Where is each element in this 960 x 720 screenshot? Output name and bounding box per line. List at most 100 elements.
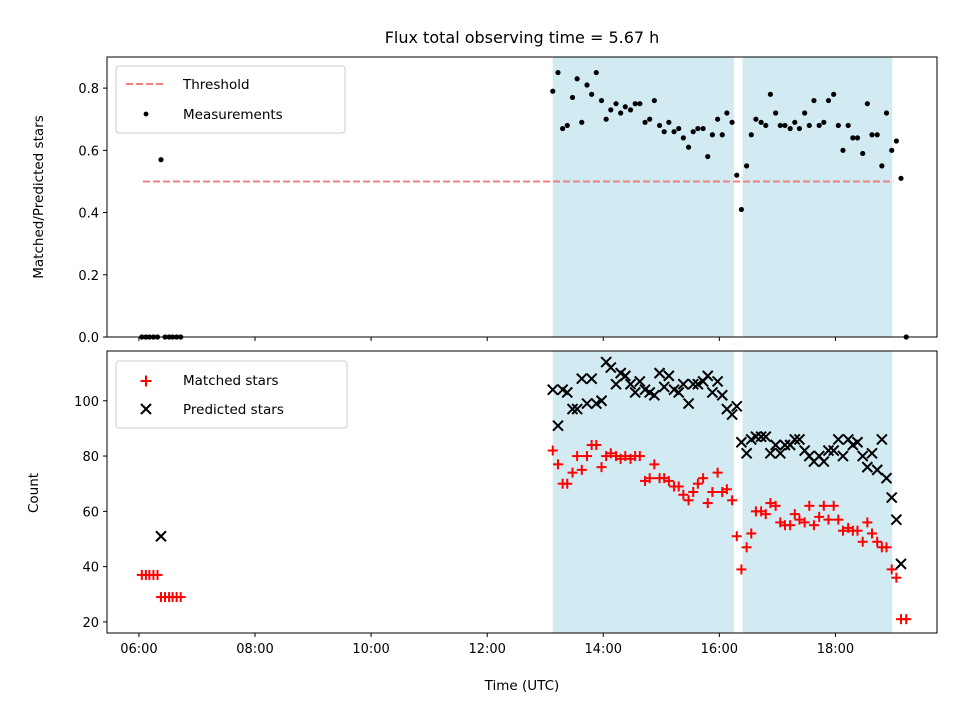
measurement-point bbox=[685, 144, 692, 150]
predicted-stars-point bbox=[731, 400, 743, 413]
legend-matched-swatch bbox=[140, 375, 152, 387]
predicted-stars-series bbox=[155, 356, 907, 570]
matched-stars-point bbox=[891, 572, 902, 583]
matched-stars-point bbox=[605, 448, 616, 459]
y-tick-label: 60 bbox=[82, 505, 99, 520]
legend-measurements-swatch bbox=[143, 111, 149, 117]
measurement-point bbox=[840, 147, 846, 153]
measurement-point bbox=[748, 132, 754, 138]
measurement-point bbox=[777, 122, 783, 129]
y-tick-label: 0.4 bbox=[78, 207, 99, 222]
predicted-stars-point bbox=[822, 444, 835, 457]
x-axis-label: Time (UTC) bbox=[484, 678, 560, 694]
measurement-point bbox=[632, 101, 638, 107]
x-tick-label: 10:00 bbox=[352, 642, 389, 657]
x-tick-label: 14:00 bbox=[585, 642, 622, 657]
predicted-stars-point bbox=[687, 378, 699, 390]
matched-stars-point bbox=[552, 459, 563, 470]
matched-stars-point bbox=[818, 500, 829, 511]
matched-stars-point bbox=[808, 520, 819, 531]
measurement-point bbox=[729, 119, 735, 125]
predicted-stars-point bbox=[571, 403, 583, 415]
predicted-stars-point bbox=[827, 444, 840, 457]
legend-measurements-label: Measurements bbox=[183, 107, 283, 123]
x-tick-label: 06:00 bbox=[120, 642, 157, 657]
matched-stars-point bbox=[828, 500, 839, 511]
predicted-stars-point bbox=[856, 450, 869, 462]
predicted-stars-point bbox=[677, 378, 690, 390]
measurement-point bbox=[676, 125, 682, 132]
measurement-point bbox=[613, 101, 619, 107]
measurement-point bbox=[569, 94, 576, 101]
measurement-point bbox=[854, 135, 861, 141]
predicted-stars-point bbox=[793, 433, 806, 446]
predicted-stars-point bbox=[673, 386, 685, 399]
predicted-stars-point bbox=[818, 455, 830, 468]
measurement-point bbox=[589, 91, 595, 97]
matched-stars-point bbox=[731, 531, 742, 542]
predicted-stars-point bbox=[774, 447, 786, 460]
matched-stars-point bbox=[736, 564, 747, 575]
matched-stars-point bbox=[872, 536, 883, 547]
predicted-stars-point bbox=[755, 430, 767, 443]
measurement-point bbox=[802, 110, 808, 116]
measurement-point bbox=[695, 125, 701, 132]
predicted-stars-point bbox=[789, 433, 801, 446]
measurements-series bbox=[139, 69, 909, 340]
measurement-point bbox=[898, 175, 904, 181]
predicted-stars-point bbox=[866, 447, 878, 460]
measurement-point bbox=[618, 110, 624, 116]
predicted-stars-point bbox=[832, 433, 845, 446]
matched-stars-point bbox=[702, 498, 713, 509]
measurement-point bbox=[767, 91, 774, 97]
bottom-y-axis-label: Count bbox=[26, 473, 42, 513]
observing-interval-2 bbox=[742, 57, 893, 337]
predicted-stars-point bbox=[585, 372, 598, 385]
measurement-point bbox=[715, 116, 721, 122]
predicted-stars-point bbox=[871, 464, 883, 476]
measurement-point bbox=[622, 104, 628, 110]
matched-stars-point bbox=[649, 459, 660, 470]
predicted-stars-point bbox=[890, 513, 903, 526]
matched-stars-point bbox=[837, 525, 848, 536]
measurement-point bbox=[831, 91, 837, 97]
predicted-stars-point bbox=[760, 430, 772, 443]
measurement-point bbox=[738, 206, 744, 213]
legend-threshold-label: Threshold bbox=[182, 77, 250, 93]
y-tick-label: 80 bbox=[82, 450, 99, 465]
matched-stars-point bbox=[698, 473, 709, 484]
matched-stars-point bbox=[688, 487, 699, 497]
measurement-point bbox=[627, 107, 634, 113]
measurement-point bbox=[816, 122, 822, 129]
matched-stars-point bbox=[678, 489, 689, 500]
matched-stars-point bbox=[789, 509, 800, 520]
matched-stars-point bbox=[901, 614, 912, 625]
measurement-point bbox=[796, 125, 803, 132]
matched-stars-point bbox=[692, 478, 703, 489]
matched-stars-point bbox=[152, 569, 163, 580]
predicted-stars-point bbox=[663, 370, 675, 382]
predicted-stars-point bbox=[706, 386, 719, 399]
top-axis-ticks: 0.0 0.2 0.4 0.6 0.8 bbox=[78, 82, 836, 346]
top-y-axis-label: Matched/Predicted stars bbox=[31, 115, 47, 278]
measurement-point bbox=[666, 119, 672, 125]
measurement-point bbox=[608, 107, 614, 113]
predicted-stars-point bbox=[634, 375, 646, 388]
measurement-point bbox=[680, 135, 686, 141]
matched-stars-point bbox=[814, 511, 825, 522]
measurement-point bbox=[879, 163, 885, 169]
matched-stars-point bbox=[862, 517, 873, 528]
bottom-panel-counts: 06:00 08:00 10:00 12:00 14:00 16:00 18:00 20 40 6… bbox=[26, 350, 938, 694]
predicted-stars-point bbox=[581, 397, 593, 410]
predicted-stars-point bbox=[648, 389, 661, 401]
observing-interval-2 bbox=[742, 351, 893, 633]
predicted-stars-point bbox=[629, 386, 641, 399]
predicted-stars-point bbox=[619, 370, 632, 382]
predicted-stars-point bbox=[837, 450, 849, 462]
measurement-point bbox=[560, 125, 566, 132]
measurement-point bbox=[593, 69, 599, 76]
measurement-point bbox=[550, 88, 556, 94]
legend-predicted-swatch bbox=[140, 403, 152, 415]
x-tick-label: 18:00 bbox=[817, 642, 854, 657]
